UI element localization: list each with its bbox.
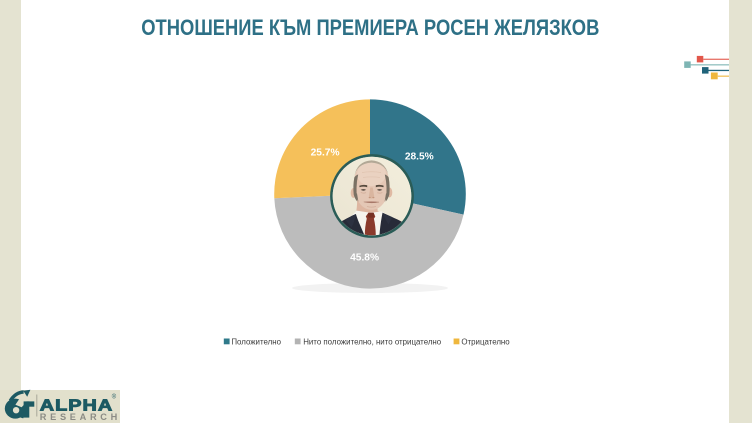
svg-text:®: ® — [112, 394, 117, 401]
svg-text:Нито положително, нито отрицат: Нито положително, нито отрицателно — [303, 337, 442, 346]
svg-text:Положително: Положително — [231, 337, 281, 346]
svg-text:25.7%: 25.7% — [311, 147, 340, 158]
svg-text:45.8%: 45.8% — [350, 253, 379, 264]
svg-text:ALPHA: ALPHA — [40, 397, 113, 414]
svg-text:RESEARCH: RESEARCH — [40, 412, 121, 422]
svg-text:Отрицателно: Отрицателно — [461, 337, 510, 346]
svg-text:28.5%: 28.5% — [405, 151, 434, 162]
